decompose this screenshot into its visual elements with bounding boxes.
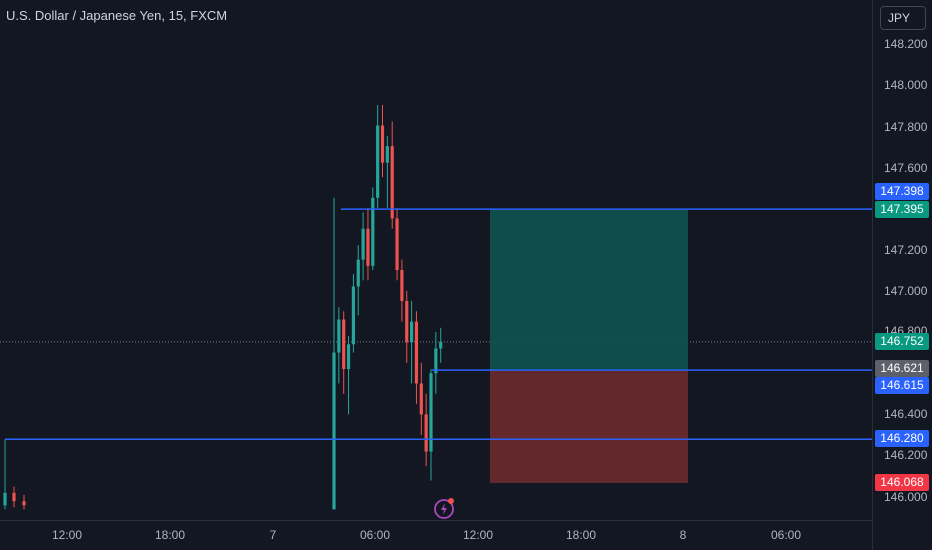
price-tick: 146.200	[884, 448, 928, 462]
candle-body[interactable]	[22, 501, 26, 506]
price-axis[interactable]	[872, 0, 932, 550]
time-tick: 06:00	[359, 528, 391, 542]
candle-body[interactable]	[400, 270, 404, 301]
candle-body[interactable]	[410, 321, 414, 343]
candle-body[interactable]	[395, 218, 399, 270]
time-tick: 8	[679, 528, 687, 542]
price-tick: 148.200	[884, 37, 928, 51]
candle-body[interactable]	[371, 197, 375, 266]
time-tick: 18:00	[154, 528, 186, 542]
profit-zone[interactable]	[490, 209, 688, 371]
loss-zone[interactable]	[490, 370, 688, 483]
current-price-badge: 146.752	[875, 333, 929, 350]
price-tick: 147.600	[884, 161, 928, 175]
candle-body[interactable]	[380, 125, 385, 163]
candle-body[interactable]	[429, 373, 433, 452]
candle-body[interactable]	[405, 300, 409, 343]
candle-body[interactable]	[12, 492, 16, 502]
candle-body[interactable]	[3, 492, 7, 506]
time-axis[interactable]	[0, 520, 872, 550]
candle-body[interactable]	[356, 259, 360, 287]
candle-body[interactable]	[376, 125, 380, 198]
entry-marker-badge: 146.621	[875, 360, 929, 377]
price-chart[interactable]	[0, 0, 872, 520]
candle-body[interactable]	[390, 146, 394, 219]
symbol-title[interactable]: U.S. Dollar / Japanese Yen, 15, FXCM	[6, 8, 228, 23]
chart-area[interactable]: U.S. Dollar / Japanese Yen, 15, FXCM	[0, 0, 872, 520]
candle-body[interactable]	[419, 383, 423, 415]
price-tick: 146.000	[884, 490, 928, 504]
time-tick: 18:00	[565, 528, 597, 542]
time-tick: 12:00	[51, 528, 83, 542]
candle-body[interactable]	[424, 414, 428, 452]
price-tick: 146.400	[884, 407, 928, 421]
time-tick: 7	[269, 528, 277, 542]
candles-group	[3, 104, 443, 510]
price-tick: 148.000	[884, 78, 928, 92]
candle-body[interactable]	[361, 228, 365, 260]
candle-body[interactable]	[439, 342, 443, 349]
time-tick: 12:00	[462, 528, 494, 542]
candle-body[interactable]	[366, 228, 370, 266]
candle-body[interactable]	[337, 319, 341, 353]
candle-body[interactable]	[332, 352, 336, 510]
candle-body[interactable]	[385, 146, 389, 163]
candle-body[interactable]	[434, 348, 438, 374]
price-tick: 147.800	[884, 120, 928, 134]
stop-price-badge: 146.068	[875, 474, 929, 491]
time-tick: 06:00	[770, 528, 802, 542]
currency-button[interactable]: JPY	[880, 6, 926, 30]
price-tick: 147.200	[884, 243, 928, 257]
lower-line-price-badge: 146.280	[875, 430, 929, 447]
candle-body[interactable]	[342, 319, 346, 370]
candle-body[interactable]	[351, 286, 355, 345]
entry-price-badge: 146.615	[875, 377, 929, 394]
candle-body[interactable]	[414, 321, 419, 384]
target-price-badge: 147.395	[875, 201, 929, 218]
upper-line-price-badge: 147.398	[875, 183, 929, 200]
price-tick: 147.000	[884, 284, 928, 298]
lightning-alert-icon[interactable]	[433, 496, 457, 520]
candle-body[interactable]	[346, 344, 351, 370]
